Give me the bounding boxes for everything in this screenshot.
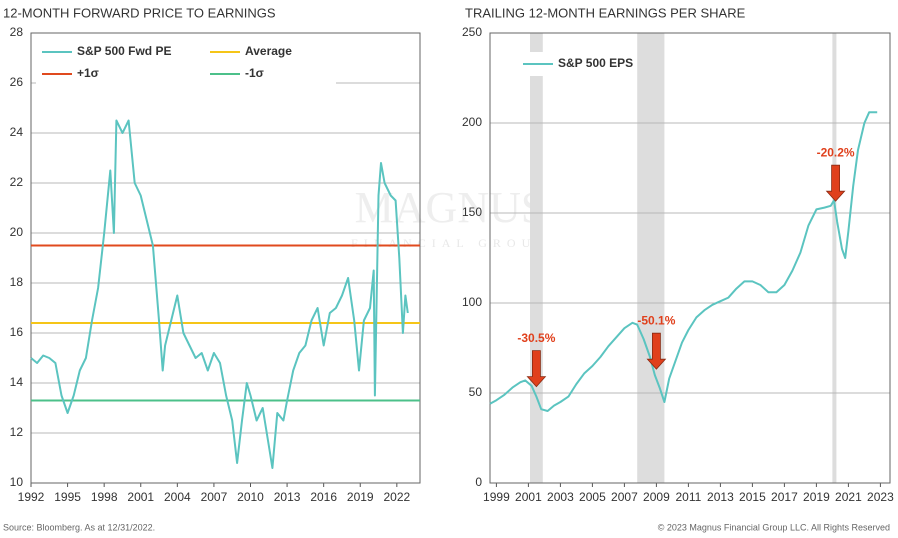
y-tick-label: 0 <box>475 475 482 489</box>
x-tick-label: 2013 <box>707 490 734 504</box>
x-tick-label: 2001 <box>127 490 154 504</box>
watermark-tagline: FINANCIAL GROUP <box>351 236 549 250</box>
y-tick-label: 50 <box>469 385 483 399</box>
annotation-arrow <box>646 332 667 370</box>
x-tick-label: 2022 <box>383 490 410 504</box>
y-tick-label: 16 <box>10 325 24 339</box>
annotation-label: -20.2% <box>817 145 855 159</box>
y-tick-label: 14 <box>10 375 24 389</box>
legend-label: -1σ <box>245 66 264 80</box>
x-tick-label: 2009 <box>643 490 670 504</box>
legend-label: S&P 500 Fwd PE <box>77 44 171 58</box>
watermark: MAGNUS <box>355 183 546 232</box>
x-tick-label: 1992 <box>18 490 45 504</box>
x-tick-label: 1995 <box>54 490 81 504</box>
legend-box <box>36 40 336 90</box>
x-tick-label: 2001 <box>515 490 542 504</box>
x-tick-label: 2004 <box>164 490 191 504</box>
x-tick-label: 2019 <box>803 490 830 504</box>
y-tick-label: 200 <box>462 115 482 129</box>
x-tick-label: 2013 <box>274 490 301 504</box>
legend-label: Average <box>245 44 292 58</box>
legend-label: S&P 500 EPS <box>558 56 633 70</box>
y-tick-label: 150 <box>462 205 482 219</box>
y-tick-label: 22 <box>10 175 24 189</box>
series-line <box>489 111 878 412</box>
y-tick-label: 18 <box>10 275 24 289</box>
x-tick-label: 1998 <box>91 490 118 504</box>
annotation-label: -30.5% <box>517 331 555 345</box>
y-tick-label: 12 <box>10 425 24 439</box>
plot-frame <box>489 32 891 484</box>
x-tick-label: 2005 <box>579 490 606 504</box>
annotation-label: -50.1% <box>637 313 675 327</box>
x-tick-label: 1999 <box>483 490 510 504</box>
x-tick-label: 2010 <box>237 490 264 504</box>
legend-label: +1σ <box>77 66 99 80</box>
y-tick-label: 250 <box>462 25 482 39</box>
series-line <box>30 119 409 469</box>
x-tick-label: 2011 <box>675 490 701 504</box>
x-tick-label: 2007 <box>201 490 228 504</box>
recession-band <box>832 33 837 483</box>
y-tick-label: 20 <box>10 225 24 239</box>
chart-title: 12-MONTH FORWARD PRICE TO EARNINGS <box>3 5 276 20</box>
plot-frame <box>30 32 421 484</box>
x-tick-label: 2015 <box>739 490 766 504</box>
y-tick-label: 10 <box>10 475 24 489</box>
copyright: © 2023 Magnus Financial Group LLC. All R… <box>658 522 890 532</box>
annotation-arrow <box>526 350 547 388</box>
recession-band <box>637 33 665 483</box>
recession-band <box>530 33 543 483</box>
y-tick-label: 24 <box>10 125 24 139</box>
x-tick-label: 2007 <box>611 490 638 504</box>
chart-title: TRAILING 12-MONTH EARNINGS PER SHARE <box>465 5 746 20</box>
x-tick-label: 2019 <box>347 490 374 504</box>
x-tick-label: 2017 <box>771 490 798 504</box>
source-note: Source: Bloomberg. As at 12/31/2022. <box>3 522 155 532</box>
y-tick-label: 28 <box>10 25 24 39</box>
annotation-arrow <box>825 164 846 202</box>
x-tick-label: 2021 <box>835 490 862 504</box>
y-tick-label: 26 <box>10 75 24 89</box>
x-tick-label: 2016 <box>310 490 337 504</box>
x-tick-label: 2003 <box>547 490 574 504</box>
y-tick-label: 100 <box>462 295 482 309</box>
x-tick-label: 2023 <box>867 490 894 504</box>
